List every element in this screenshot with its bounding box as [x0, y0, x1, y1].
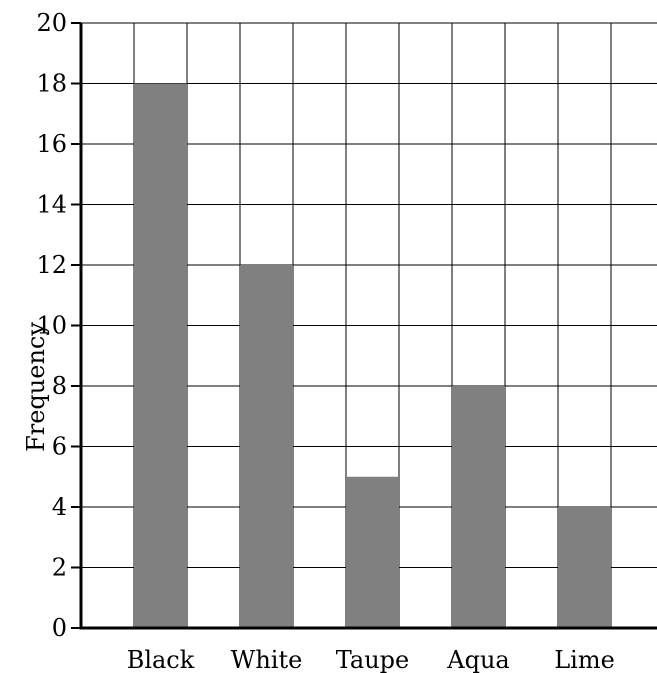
y-tick-label: 10 — [36, 312, 67, 340]
y-tick-label: 18 — [36, 70, 67, 98]
y-tick-label: 20 — [36, 9, 67, 37]
y-tick-labels: 0 2 4 6 8 10 12 14 16 18 20 — [36, 9, 67, 642]
y-tick-label: 2 — [52, 554, 67, 582]
bar-white — [240, 265, 293, 628]
y-tick-label: 16 — [36, 130, 67, 158]
x-tick-label-taupe: Taupe — [336, 646, 409, 673]
bar-black — [134, 83, 187, 628]
x-tick-label-black: Black — [127, 646, 195, 673]
y-tick-label: 12 — [36, 251, 67, 279]
y-tick-label: 0 — [52, 614, 67, 642]
x-tick-label-lime: Lime — [554, 646, 615, 673]
y-tick-label: 4 — [52, 493, 67, 521]
x-tick-label-white: White — [231, 646, 303, 673]
y-tick-label: 8 — [52, 372, 67, 400]
y-tick-label: 14 — [36, 191, 67, 219]
bar-taupe — [346, 476, 399, 628]
bar-aqua — [452, 386, 505, 628]
bar-lime — [558, 507, 611, 628]
bars — [134, 83, 611, 628]
y-axis-label: Frequency — [22, 322, 50, 452]
axes — [71, 22, 657, 630]
y-tick-label: 6 — [52, 433, 67, 461]
x-tick-label-aqua: Aqua — [446, 646, 509, 673]
x-tick-labels: Black White Taupe Aqua Lime — [127, 646, 615, 673]
